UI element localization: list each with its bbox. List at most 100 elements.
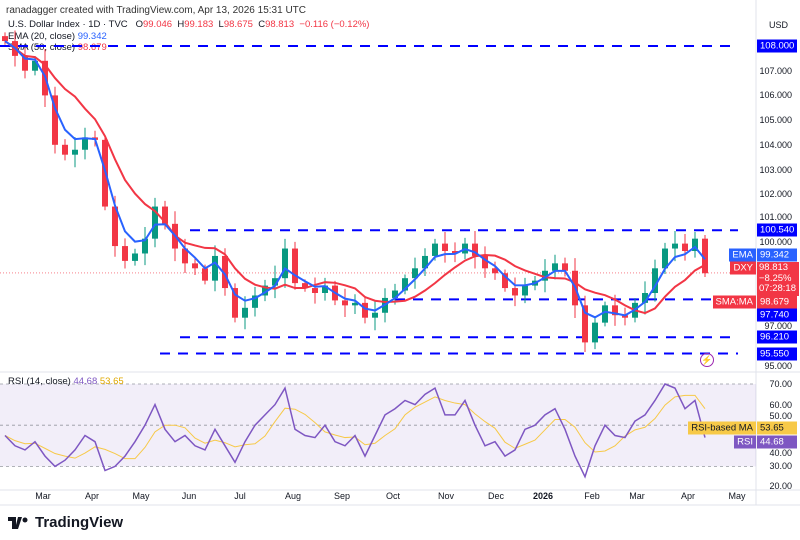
rsi-legend[interactable]: RSI (14, close) 44.68 53.65 (8, 376, 124, 387)
ema-name-tag: EMA (729, 248, 756, 261)
high-label: H (177, 19, 185, 30)
dxy-value: 98.813 (759, 262, 789, 273)
candle-body (682, 243, 688, 252)
candle-body (162, 206, 168, 224)
open-label: O (135, 19, 143, 30)
price-tick: 106.000 (759, 90, 792, 101)
candle-body (482, 255, 488, 269)
symbol-legend: U.S. Dollar Index · 1D · TVC O99.046 H99… (8, 19, 369, 30)
candle-body (52, 95, 58, 145)
candle-body (22, 55, 28, 71)
candle-body (652, 268, 658, 293)
level-tag: 97.740 (757, 308, 797, 321)
price-tick: 95.000 (764, 361, 792, 371)
candle-body (602, 305, 608, 323)
price-tick: 97.000 (764, 321, 792, 331)
sma-legend[interactable]: SMA (50, close) 98.679 (8, 42, 107, 53)
time-label: May (132, 491, 150, 501)
rsi-tick: 20.00 (769, 481, 792, 491)
candle-body (312, 288, 318, 293)
candle-body (252, 295, 258, 308)
rsi-name-tag: RSI (734, 435, 756, 448)
time-label: Nov (437, 491, 455, 501)
candle-body (32, 60, 38, 71)
low-value: 98.675 (223, 19, 253, 30)
candle-body (502, 273, 508, 289)
ema-value: 99.342 (77, 31, 107, 42)
candle-body (222, 255, 228, 289)
candle-body (132, 253, 138, 261)
price-tick: 104.000 (759, 139, 792, 150)
price-tick: 103.000 (759, 164, 792, 175)
candle-body (282, 248, 288, 279)
candle-body (472, 243, 478, 256)
candle-body (552, 263, 558, 271)
rsi-tick: 50.00 (769, 411, 792, 421)
rsi-tick: 30.00 (769, 461, 792, 472)
currency-label: USD (768, 20, 788, 30)
tradingview-logo[interactable]: TradingView (8, 514, 123, 531)
brand-name: TradingView (35, 514, 124, 531)
time-label: Dec (487, 491, 505, 501)
close-label: C (258, 19, 266, 30)
credit-text: ranadagger created with TradingView.com,… (6, 5, 306, 16)
ema-line (4, 40, 706, 319)
candle-body (82, 137, 88, 150)
candle-body (442, 243, 448, 252)
candle-body (212, 255, 218, 281)
price-tick: 100.000 (759, 237, 792, 247)
price-tick: 105.000 (759, 115, 792, 126)
ema-label: EMA (20, close) (8, 31, 76, 42)
candle-body (642, 293, 648, 303)
candle-body (612, 305, 618, 316)
candle-body (622, 315, 628, 318)
rsi-line (4, 383, 706, 479)
sma-label: SMA (50, close) (8, 42, 76, 53)
candle-body (692, 238, 698, 252)
candle-body (342, 300, 348, 306)
candle-body (372, 312, 378, 318)
ema-legend[interactable]: EMA (20, close) 99.342 (8, 31, 107, 42)
candle-body (2, 36, 8, 42)
tradingview-logo-icon (8, 516, 28, 529)
candle-body (242, 307, 248, 318)
time-label: Apr (680, 491, 696, 501)
sma-value-tag: 98.679 (757, 295, 797, 309)
dxy-name-tag: DXY (730, 261, 756, 275)
price-tick: 101.000 (759, 212, 792, 222)
level-tag: 95.550 (757, 347, 797, 360)
candle-body (122, 246, 128, 261)
candle-body (432, 243, 438, 256)
high-value: 99.183 (184, 19, 214, 30)
rsi-tick: 60.00 (769, 399, 792, 410)
candle-body (562, 263, 568, 271)
rsi-ma-name-tag: RSI-based MA (688, 421, 756, 435)
candle-body (292, 248, 298, 284)
time-label: Oct (385, 491, 401, 501)
ema-value-tag: 99.342 (757, 248, 797, 261)
time-label: 2026 (532, 491, 554, 501)
candle-body (302, 283, 308, 289)
candle-body (202, 268, 208, 281)
candle-body (112, 206, 118, 247)
symbol-name[interactable]: U.S. Dollar Index · 1D · TVC (8, 19, 128, 30)
rsi-ma-value-tag: 53.65 (757, 421, 797, 435)
candle-body (542, 270, 548, 281)
candle-body (142, 238, 148, 254)
candle-body (522, 285, 528, 296)
candle-body (322, 285, 328, 293)
level-tag: 100.540 (757, 223, 797, 237)
open-value: 99.046 (142, 19, 173, 30)
candle-body (362, 302, 368, 318)
time-label: Jul (234, 491, 246, 501)
low-label: L (218, 19, 224, 30)
rsi-label: RSI (14, close) (8, 376, 71, 387)
time-label: Feb (584, 491, 600, 501)
sma-name-tag: SMA:MA (712, 295, 756, 309)
candle-body (352, 302, 358, 306)
candle-body (272, 278, 278, 286)
lightning-icon[interactable]: ⚡ (700, 353, 714, 367)
close-value: 98.813 (265, 19, 295, 30)
time-label: Aug (284, 491, 302, 501)
